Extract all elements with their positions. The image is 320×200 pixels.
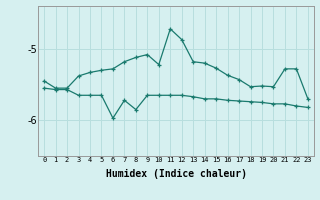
X-axis label: Humidex (Indice chaleur): Humidex (Indice chaleur)	[106, 169, 246, 179]
